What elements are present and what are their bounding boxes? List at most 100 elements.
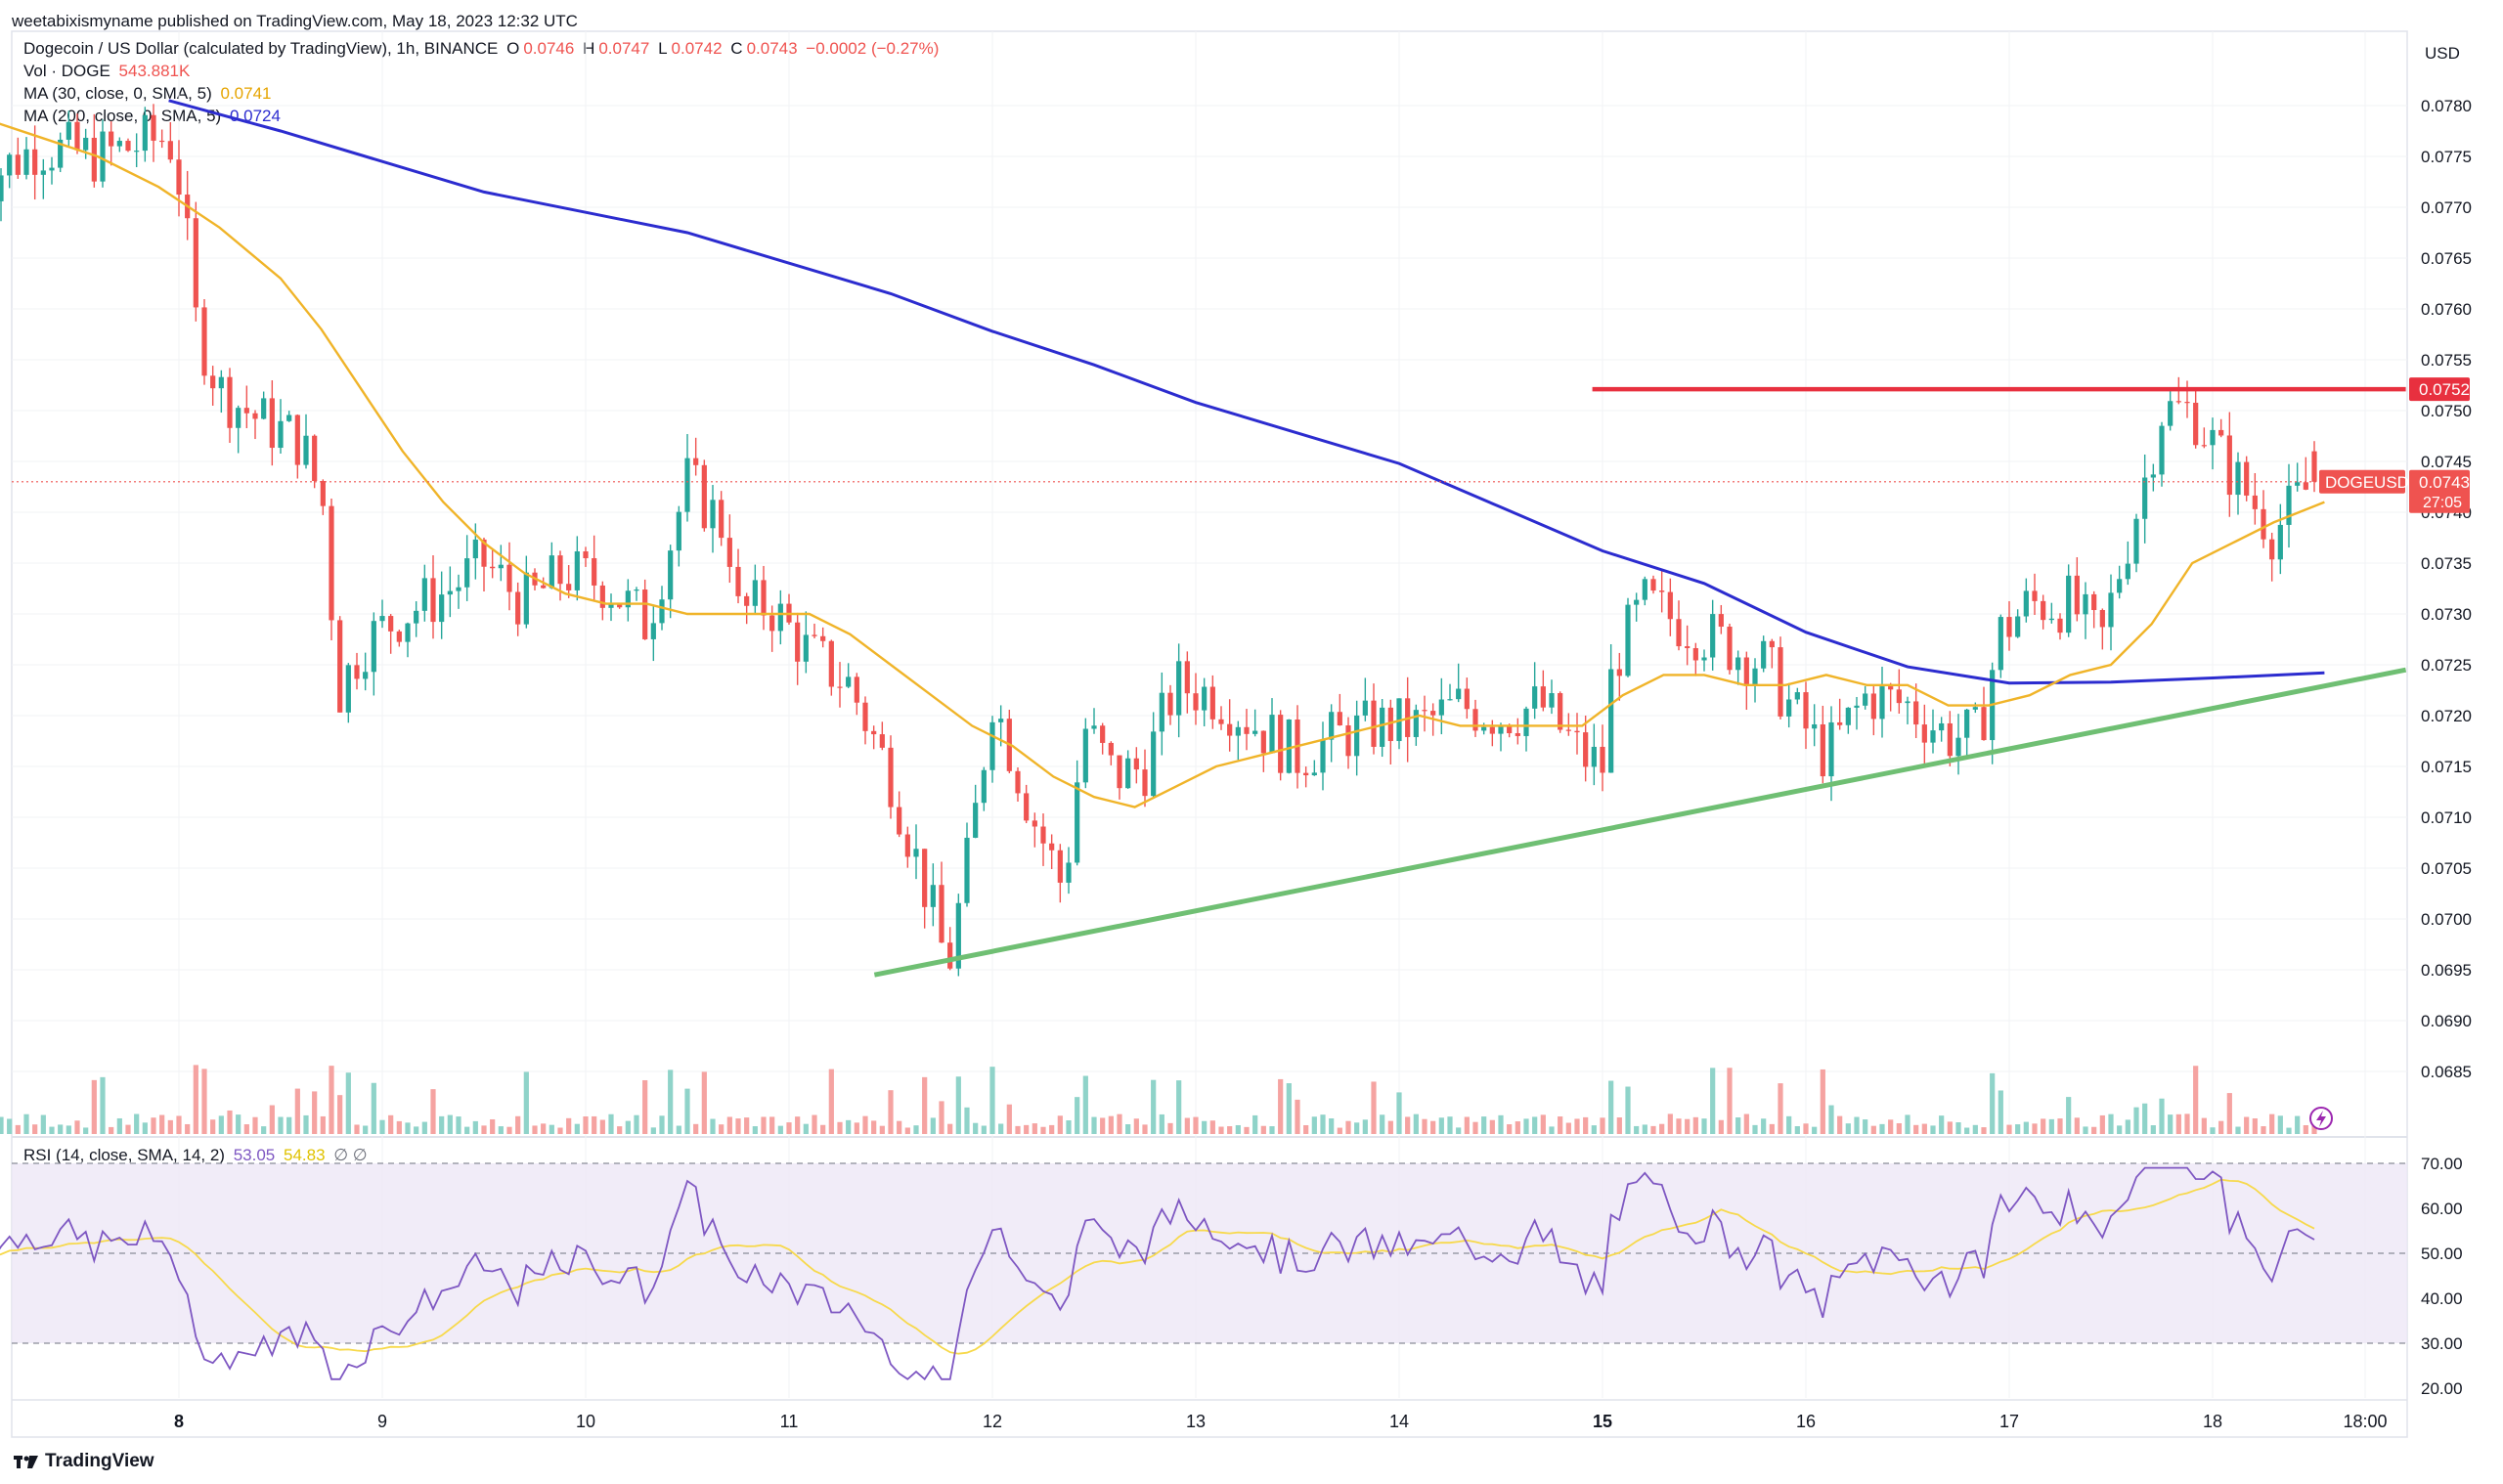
volume-bar bbox=[2048, 1118, 2054, 1134]
volume-bar bbox=[151, 1117, 156, 1134]
volume-bar bbox=[583, 1116, 589, 1134]
candle-body bbox=[414, 610, 419, 624]
candle-body bbox=[2235, 461, 2241, 496]
volume-bar bbox=[1761, 1118, 1767, 1134]
volume-bar bbox=[1888, 1119, 1894, 1134]
volume-bar bbox=[83, 1127, 89, 1134]
volume-bar bbox=[1769, 1123, 1775, 1134]
volume-bar bbox=[396, 1120, 402, 1134]
candle-body bbox=[498, 564, 504, 569]
volume-bar bbox=[1320, 1114, 1326, 1134]
candle-body bbox=[159, 140, 165, 143]
volume-bar bbox=[812, 1114, 817, 1134]
candle-body bbox=[2023, 590, 2029, 617]
volume-bar bbox=[2091, 1126, 2097, 1134]
candle-body bbox=[1193, 693, 1199, 711]
volume-bar bbox=[2175, 1113, 2181, 1134]
volume-bar bbox=[1998, 1090, 2003, 1134]
candle-body bbox=[913, 849, 919, 857]
candle-body bbox=[2133, 518, 2139, 564]
volume-bar bbox=[1743, 1113, 1749, 1134]
candle-body bbox=[888, 747, 894, 807]
candle-body bbox=[2226, 435, 2232, 496]
volume-bar bbox=[1896, 1122, 1902, 1134]
candle-body bbox=[151, 114, 156, 141]
published-line: weetabixismyname published on TradingVie… bbox=[12, 12, 578, 30]
candle-body bbox=[2125, 563, 2130, 580]
volume-bar bbox=[871, 1120, 877, 1134]
volume-bar bbox=[1837, 1115, 1843, 1134]
candle-body bbox=[1845, 707, 1851, 725]
candle-body bbox=[1608, 669, 1614, 773]
volume-bar bbox=[100, 1076, 106, 1134]
candle-body bbox=[803, 634, 809, 662]
candle-body bbox=[1235, 726, 1241, 736]
candle-body bbox=[726, 538, 732, 567]
volume-bar bbox=[735, 1118, 741, 1134]
candle-body bbox=[1218, 719, 1224, 724]
time-tick-label: 12 bbox=[983, 1412, 1002, 1431]
volume-bar bbox=[1939, 1115, 1945, 1134]
candle-body bbox=[523, 572, 529, 625]
volume-bar bbox=[2311, 1125, 2317, 1134]
candle-body bbox=[243, 408, 249, 414]
rsi-tick-label: 70.00 bbox=[2421, 1155, 2463, 1173]
candle-body bbox=[227, 376, 233, 428]
volume-bar bbox=[574, 1123, 580, 1134]
candle-body bbox=[1583, 732, 1589, 767]
volume-bar bbox=[939, 1101, 944, 1134]
volume-bar bbox=[828, 1069, 834, 1134]
volume-bar bbox=[523, 1071, 529, 1134]
candle-body bbox=[1532, 686, 1538, 709]
candle-body bbox=[1701, 657, 1707, 661]
volume-bar bbox=[7, 1118, 13, 1134]
candle-body bbox=[1345, 725, 1351, 757]
price-tick-label: 0.0695 bbox=[2421, 961, 2472, 980]
volume-bar bbox=[1947, 1121, 1953, 1134]
candle-body bbox=[210, 375, 216, 389]
candle-body bbox=[2150, 474, 2156, 478]
legend-l-value: 0.0742 bbox=[671, 39, 723, 58]
volume-bar bbox=[879, 1125, 885, 1134]
volume-bar bbox=[218, 1115, 224, 1134]
candle-body bbox=[7, 154, 13, 176]
volume-bar bbox=[371, 1082, 376, 1134]
candle-body bbox=[1786, 699, 1792, 717]
candle-body bbox=[193, 218, 198, 308]
candle-body bbox=[735, 566, 741, 596]
volume-bar bbox=[278, 1116, 284, 1134]
candle-body bbox=[549, 555, 554, 589]
candle-body bbox=[1337, 712, 1342, 726]
volume-bar bbox=[947, 1123, 953, 1134]
volume-bar bbox=[1845, 1123, 1851, 1134]
volume-bar bbox=[1489, 1119, 1495, 1134]
volume-bar bbox=[1040, 1126, 1046, 1134]
ma200-line bbox=[168, 99, 2325, 685]
volume-bar bbox=[1565, 1122, 1571, 1134]
volume-bar bbox=[1260, 1125, 1266, 1134]
lightning-icon[interactable] bbox=[2309, 1107, 2333, 1130]
candle-body bbox=[286, 415, 292, 421]
volume-bar bbox=[1295, 1099, 1300, 1134]
candle-body bbox=[693, 458, 699, 465]
candle-body bbox=[142, 114, 148, 152]
volume-bar bbox=[1574, 1118, 1580, 1134]
candle-body bbox=[1438, 699, 1444, 716]
candle-body bbox=[1905, 701, 1910, 704]
candle-body bbox=[1565, 729, 1571, 731]
candle-body bbox=[337, 620, 343, 713]
candle-body bbox=[752, 580, 758, 606]
volume-bar bbox=[2286, 1127, 2292, 1134]
volume-bar bbox=[1625, 1086, 1631, 1134]
candle-body bbox=[447, 590, 453, 595]
volume-bar bbox=[2235, 1126, 2241, 1134]
volume-bar bbox=[354, 1124, 360, 1134]
candle-body bbox=[421, 578, 427, 611]
volume-bar bbox=[744, 1117, 750, 1134]
candle-body bbox=[1667, 591, 1673, 620]
volume-bar bbox=[345, 1072, 351, 1134]
legend-symbol: Dogecoin / US Dollar (calculated by Trad… bbox=[23, 39, 499, 58]
candle-body bbox=[1125, 758, 1131, 789]
volume-bar bbox=[243, 1124, 249, 1134]
